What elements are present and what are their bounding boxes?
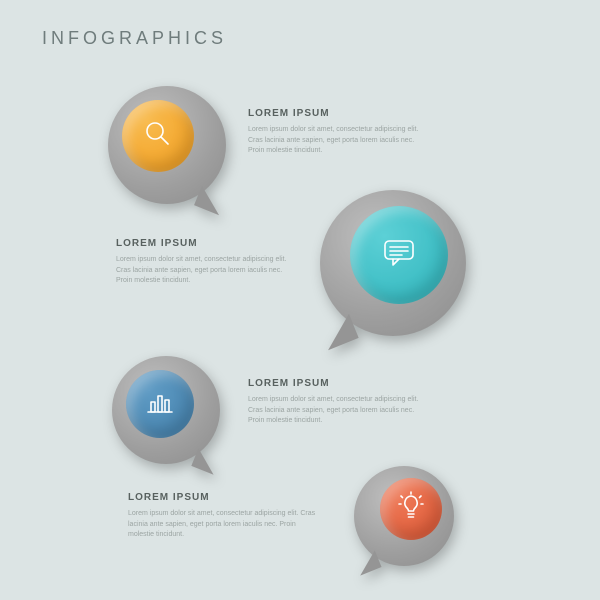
text-block-search: LOREM IPSUM Lorem ipsum dolor sit amet, c… — [248, 108, 428, 157]
item-title: LOREM IPSUM — [116, 238, 296, 249]
text-block-idea: LOREM IPSUM Lorem ipsum dolor sit amet, c… — [128, 492, 318, 541]
bubble-tail — [194, 186, 227, 216]
bubble-tail — [353, 550, 381, 575]
bubble-outer — [108, 86, 226, 204]
bubble-chat — [320, 190, 466, 336]
bubble-tail — [318, 314, 358, 350]
bubble-outer — [320, 190, 466, 336]
bubble-inner — [122, 100, 194, 172]
item-title: LOREM IPSUM — [128, 492, 318, 503]
text-block-chart: LOREM IPSUM Lorem ipsum dolor sit amet, c… — [248, 378, 428, 427]
item-title: LOREM IPSUM — [248, 378, 428, 389]
bubble-inner — [350, 206, 448, 304]
bubble-tail — [191, 448, 220, 475]
item-body: Lorem ipsum dolor sit amet, consectetur … — [248, 125, 428, 157]
bars-icon — [142, 384, 178, 425]
bubble-idea — [354, 466, 454, 566]
item-title: LOREM IPSUM — [248, 108, 428, 119]
bulb-icon — [394, 490, 428, 529]
bubble-search — [108, 86, 226, 204]
bubble-chart — [112, 356, 220, 464]
page-title: INFOGRAPHICS — [42, 28, 227, 49]
bubble-outer — [112, 356, 220, 464]
speech-icon — [375, 229, 423, 282]
item-body: Lorem ipsum dolor sit amet, consectetur … — [248, 395, 428, 427]
bubble-outer — [354, 466, 454, 566]
magnifier-icon — [140, 116, 176, 157]
text-block-chat: LOREM IPSUM Lorem ipsum dolor sit amet, c… — [116, 238, 296, 287]
item-body: Lorem ipsum dolor sit amet, consectetur … — [116, 255, 296, 287]
item-body: Lorem ipsum dolor sit amet, consectetur … — [128, 509, 318, 541]
bubble-inner — [380, 478, 442, 540]
bubble-inner — [126, 370, 194, 438]
